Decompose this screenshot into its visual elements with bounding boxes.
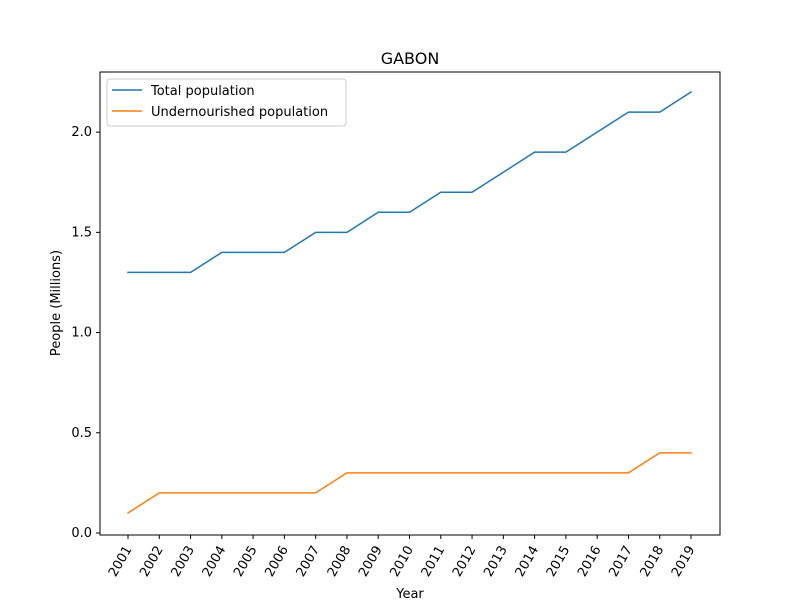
x-axis-label: Year [395, 587, 424, 600]
legend-label-undernourished-population: Undernourished population [151, 105, 328, 120]
legend-label-total-population: Total population [150, 84, 255, 99]
series-line-total-population [127, 91, 693, 274]
y-tick-label: 1.5 [71, 225, 92, 240]
y-tick-label: 0.5 [71, 426, 92, 441]
chart-title: GABON [381, 49, 440, 68]
y-tick-label: 2.0 [71, 125, 92, 140]
legend-box [106, 78, 347, 127]
y-axis-label: People (Millions) [49, 250, 64, 356]
y-tick-label: 1.0 [71, 326, 92, 341]
y-tick-label: 0.0 [71, 526, 92, 541]
series-line-undernourished-population [126, 452, 692, 514]
